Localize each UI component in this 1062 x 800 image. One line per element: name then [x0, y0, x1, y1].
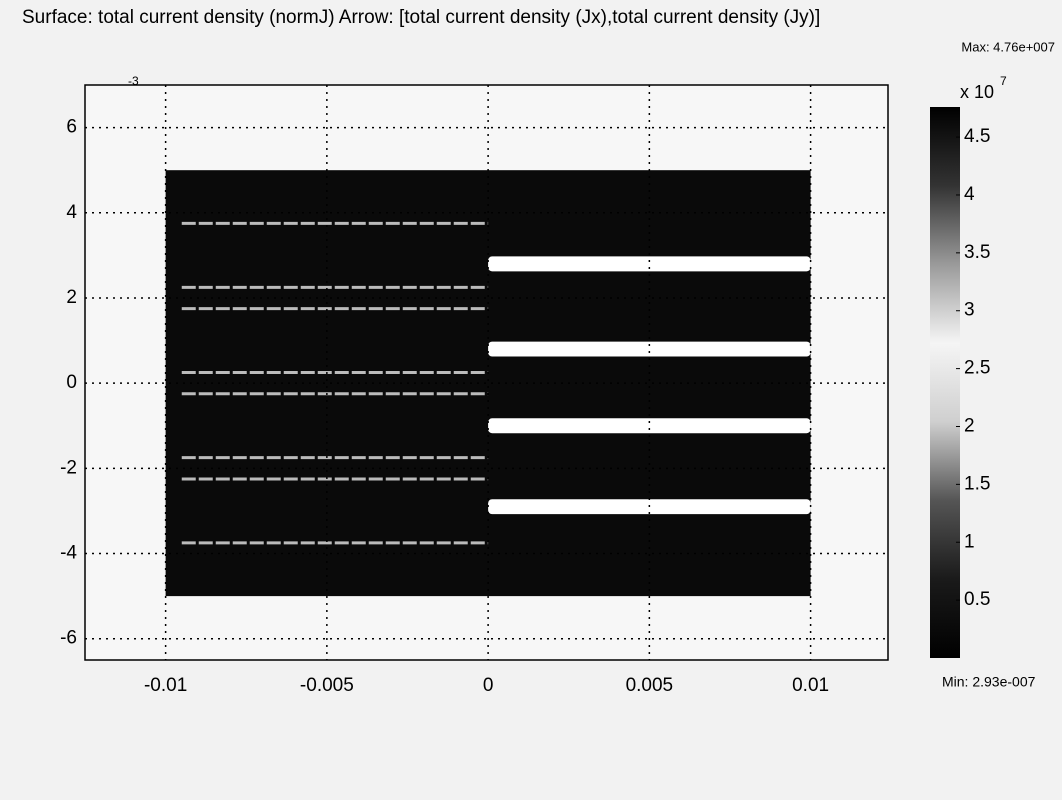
- y-tick-label: -4: [60, 543, 77, 564]
- colorbar-exponent: 7: [1000, 74, 1007, 88]
- axes-box: [84, 84, 889, 661]
- x-tick-label: -0.01: [144, 675, 187, 696]
- y-tick-label: 6: [66, 117, 77, 138]
- y-tick-label: 2: [66, 287, 77, 308]
- domain: [165, 170, 811, 597]
- x-tick-label: 0.005: [626, 675, 674, 696]
- colorbar-tick-label: 1.5: [964, 473, 990, 494]
- x-tick-label: -0.005: [300, 675, 354, 696]
- chart-title: Surface: total current density (normJ) A…: [22, 7, 820, 28]
- colorbar-tick-label: 2.5: [964, 358, 990, 379]
- colorbar-min: Min: 2.93e-007: [942, 674, 1036, 690]
- strip: [488, 341, 811, 357]
- y-tick-label: 4: [66, 202, 77, 223]
- colorbar-max: Max: 4.76e+007: [961, 39, 1055, 54]
- colorbar: [930, 107, 960, 658]
- colorbar-tick-label: 3: [964, 300, 975, 321]
- strip: [488, 418, 811, 434]
- colorbar-tick-label: 4: [964, 184, 975, 205]
- colorbar-tick-label: 1: [964, 531, 975, 552]
- x-tick-label: 0.01: [792, 675, 829, 696]
- colorbar-tick-label: 3.5: [964, 242, 990, 263]
- x-tick-label: 0: [483, 675, 494, 696]
- colorbar-tick-label: 2: [964, 416, 975, 437]
- colorbar-tick-label: 4.5: [964, 126, 990, 147]
- y-tick-label: 0: [66, 372, 77, 393]
- colorbar-multiplier: x 10: [960, 82, 994, 102]
- y-tick-label: -6: [60, 628, 77, 649]
- strip: [488, 256, 811, 272]
- colorbar-tick-label: 0.5: [964, 589, 990, 610]
- y-tick-label: -2: [60, 457, 77, 478]
- y-exponent: -3: [128, 74, 139, 88]
